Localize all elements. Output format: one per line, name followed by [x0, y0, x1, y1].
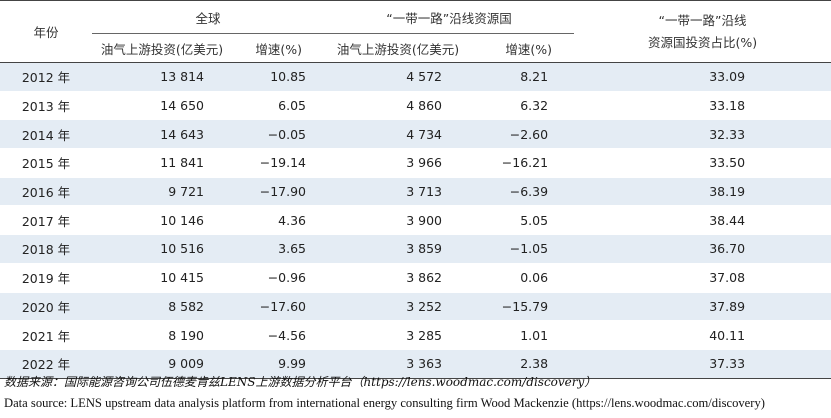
cell-br-growth: 1.01 [472, 320, 575, 350]
cell-global-growth: 4.36 [232, 205, 325, 236]
cell-year: 2015 年 [0, 148, 92, 178]
cell-global-investment: 10 415 [92, 263, 232, 293]
cell-br-investment: 4 572 [324, 62, 473, 92]
cell-share: 32.33 [574, 119, 831, 150]
header-br-growth: 增速(%) [472, 33, 575, 63]
table-body: 2012 年 13 814 10.85 4 572 8.21 33.09 201… [0, 62, 831, 379]
cell-br-investment: 3 966 [324, 148, 473, 178]
cell-br-growth: −6.39 [472, 177, 575, 207]
header-global-growth: 增速(%) [232, 33, 325, 63]
cell-share: 33.18 [574, 91, 831, 121]
cell-br-investment: 3 252 [324, 292, 473, 322]
cell-global-investment: 9 721 [92, 177, 232, 207]
cell-br-investment: 3 859 [324, 234, 473, 264]
table-row: 2017 年 10 146 4.36 3 900 5.05 38.44 [0, 205, 831, 236]
header-share-line1: “一带一路”沿线 [658, 12, 747, 28]
table-row: 2015 年 11 841 −19.14 3 966 −16.21 33.50 [0, 148, 831, 178]
cell-share: 33.09 [574, 62, 831, 92]
cell-year: 2017 年 [0, 205, 92, 236]
table-row: 2019 年 10 415 −0.96 3 862 0.06 37.08 [0, 263, 831, 293]
cell-global-investment: 14 643 [92, 119, 232, 150]
cell-global-growth: −19.14 [232, 148, 325, 178]
table-row: 2016 年 9 721 −17.90 3 713 −6.39 38.19 [0, 177, 831, 207]
cell-share: 37.33 [574, 349, 831, 379]
cell-year: 2022 年 [0, 349, 92, 379]
cell-year: 2020 年 [0, 292, 92, 322]
source-note-english: Data source: LENS upstream data analysis… [4, 396, 765, 410]
header-share: “一带一路”沿线 资源国投资占比(%) [574, 0, 831, 63]
investment-table-container: 年份 全球 “一带一路”沿线资源国 “一带一路”沿线 资源国投资占比(%) 油气… [0, 0, 831, 379]
table-row: 2018 年 10 516 3.65 3 859 −1.05 36.70 [0, 234, 831, 264]
cell-share: 38.44 [574, 205, 831, 236]
cell-br-growth: −1.05 [472, 234, 575, 264]
cell-br-growth: 0.06 [472, 263, 575, 293]
cell-global-investment: 10 516 [92, 234, 232, 264]
cell-global-growth: 9.99 [232, 349, 325, 379]
cell-share: 40.11 [574, 320, 831, 350]
cell-global-growth: 10.85 [232, 62, 325, 92]
cell-global-investment: 11 841 [92, 148, 232, 178]
cell-global-growth: −17.60 [232, 292, 325, 322]
cell-br-investment: 3 713 [324, 177, 473, 207]
table-row: 2012 年 13 814 10.85 4 572 8.21 33.09 [0, 62, 831, 92]
header-global-investment: 油气上游投资(亿美元) [92, 33, 232, 63]
cell-global-investment: 8 582 [92, 292, 232, 322]
header-br-investment: 油气上游投资(亿美元) [324, 33, 473, 63]
cell-year: 2013 年 [0, 91, 92, 121]
cell-year: 2012 年 [0, 62, 92, 92]
table-row: 2022 年 9 009 9.99 3 363 2.38 37.33 [0, 349, 831, 379]
cell-br-investment: 3 285 [324, 320, 473, 350]
cell-global-investment: 13 814 [92, 62, 232, 92]
cell-global-growth: −4.56 [232, 320, 325, 350]
cell-br-growth: 6.32 [472, 91, 575, 121]
cell-year: 2018 年 [0, 234, 92, 264]
cell-global-growth: −0.96 [232, 263, 325, 293]
cell-share: 38.19 [574, 177, 831, 207]
cell-br-investment: 3 363 [324, 349, 473, 379]
cell-year: 2014 年 [0, 119, 92, 150]
cell-br-growth: −2.60 [472, 119, 575, 150]
cell-share: 37.89 [574, 292, 831, 322]
table-row: 2021 年 8 190 −4.56 3 285 1.01 40.11 [0, 320, 831, 350]
cell-year: 2019 年 [0, 263, 92, 293]
header-br-group: “一带一路”沿线资源国 [324, 0, 575, 34]
cell-global-investment: 14 650 [92, 91, 232, 121]
cell-global-investment: 9 009 [92, 349, 232, 379]
cell-br-investment: 3 900 [324, 205, 473, 236]
source-note-chinese: 数据来源：国际能源咨询公司伍德麦肯兹LENS上游数据分析平台（https://l… [4, 375, 597, 389]
cell-global-growth: 6.05 [232, 91, 325, 121]
table-row: 2013 年 14 650 6.05 4 860 6.32 33.18 [0, 91, 831, 121]
cell-br-growth: −15.79 [472, 292, 575, 322]
cell-br-growth: 5.05 [472, 205, 575, 236]
investment-table: 年份 全球 “一带一路”沿线资源国 “一带一路”沿线 资源国投资占比(%) 油气… [0, 0, 831, 379]
cell-share: 33.50 [574, 148, 831, 178]
cell-share: 36.70 [574, 234, 831, 264]
table-row: 2020 年 8 582 −17.60 3 252 −15.79 37.89 [0, 292, 831, 322]
header-global-group: 全球 [92, 0, 325, 34]
cell-year: 2021 年 [0, 320, 92, 350]
cell-br-growth: 2.38 [472, 349, 575, 379]
cell-share: 37.08 [574, 263, 831, 293]
cell-global-investment: 10 146 [92, 205, 232, 236]
table-row: 2014 年 14 643 −0.05 4 734 −2.60 32.33 [0, 119, 831, 150]
cell-global-growth: −17.90 [232, 177, 325, 207]
cell-global-investment: 8 190 [92, 320, 232, 350]
cell-year: 2016 年 [0, 177, 92, 207]
cell-br-investment: 4 734 [324, 119, 473, 150]
cell-br-investment: 4 860 [324, 91, 473, 121]
header-share-line2: 资源国投资占比(%) [647, 34, 758, 50]
cell-br-investment: 3 862 [324, 263, 473, 293]
cell-global-growth: −0.05 [232, 119, 325, 150]
header-year: 年份 [0, 0, 92, 63]
cell-br-growth: 8.21 [472, 62, 575, 92]
cell-br-growth: −16.21 [472, 148, 575, 178]
cell-global-growth: 3.65 [232, 234, 325, 264]
